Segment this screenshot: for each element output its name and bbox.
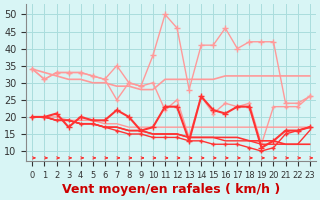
X-axis label: Vent moyen/en rafales ( km/h ): Vent moyen/en rafales ( km/h ) [62,183,280,196]
